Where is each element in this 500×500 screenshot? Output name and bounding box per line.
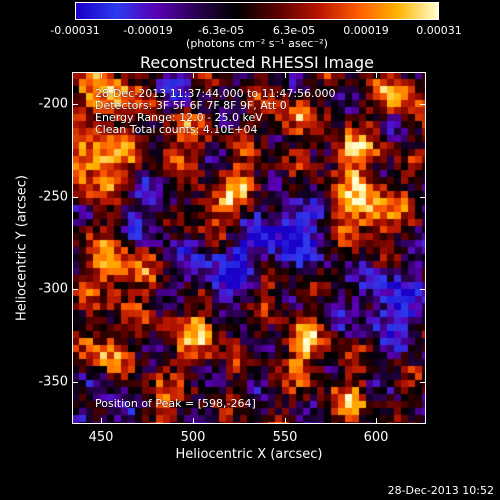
- y-tick-label: -200: [38, 96, 68, 112]
- y-tick-mark: [72, 289, 78, 290]
- x-tick-mark: [101, 418, 102, 424]
- y-tick-mark: [420, 197, 426, 198]
- annotation-time-range: 28-Dec-2013 11:37:44.000 to 11:47:56.000: [95, 87, 336, 100]
- x-tick-mark: [376, 418, 377, 424]
- x-tick-label: 450: [88, 430, 114, 445]
- y-tick-label: -350: [38, 374, 68, 390]
- y-tick-mark: [72, 382, 78, 383]
- y-axis-label: Heliocentric Y (arcsec): [14, 175, 30, 321]
- y-tick-mark: [72, 104, 78, 105]
- timestamp: 28-Dec-2013 10:52: [387, 484, 494, 497]
- annotation-peak-position: Position of Peak = [598,-264]: [95, 397, 256, 410]
- plot-title: Reconstructed RHESSI Image: [140, 53, 374, 72]
- annotation-detectors: Detectors: 3F 5F 6F 7F 8F 9F, Att 0: [95, 99, 287, 112]
- rhessi-image: [72, 72, 426, 424]
- x-tick-label: 600: [363, 430, 389, 445]
- colorbar-tick-label: 6.3e-05: [272, 24, 316, 37]
- colorbar-tick-label: 0.00031: [416, 24, 462, 37]
- y-tick-mark: [420, 104, 426, 105]
- x-tick-mark: [285, 418, 286, 424]
- y-tick-mark: [420, 382, 426, 383]
- colorbar-tick-label: -0.00019: [123, 24, 173, 37]
- x-tick-mark: [376, 72, 377, 78]
- x-tick-mark: [193, 418, 194, 424]
- colorbar-tick-label: -6.3e-05: [197, 24, 245, 37]
- x-tick-mark: [193, 72, 194, 78]
- image-plot: [72, 72, 426, 424]
- x-tick-mark: [101, 72, 102, 78]
- y-tick-label: -250: [38, 189, 68, 205]
- annotation-energy: Energy Range: 12.0 - 25.0 keV: [95, 111, 263, 124]
- y-tick-mark: [72, 197, 78, 198]
- colorbar-tick-label: 0.00019: [343, 24, 389, 37]
- x-axis-label: Heliocentric X (arcsec): [175, 447, 323, 462]
- y-tick-label: -300: [38, 281, 68, 297]
- x-tick-label: 550: [272, 430, 298, 445]
- x-tick-mark: [285, 72, 286, 78]
- x-tick-label: 500: [180, 430, 206, 445]
- colorbar-units: (photons cm⁻² s⁻¹ asec⁻²): [186, 37, 328, 50]
- annotation-clean: Clean Total counts: 4.10E+04: [95, 123, 258, 136]
- y-tick-mark: [420, 289, 426, 290]
- colorbar: [75, 2, 439, 20]
- colorbar-tick-label: -0.00031: [50, 24, 100, 37]
